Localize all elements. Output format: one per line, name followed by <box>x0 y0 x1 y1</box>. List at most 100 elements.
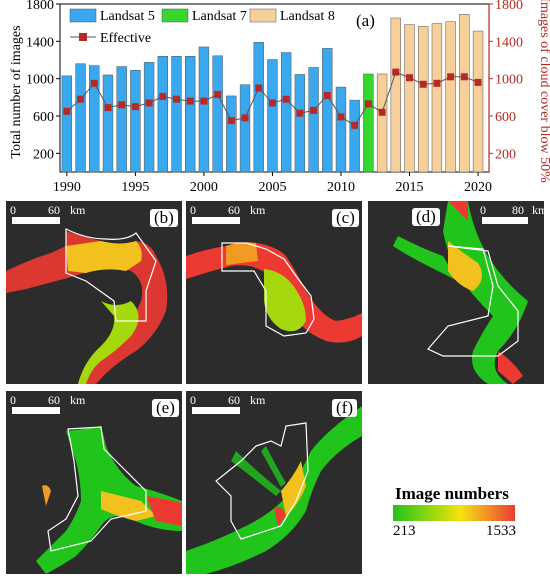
effective-point <box>323 91 331 99</box>
bar-landsat-5 <box>143 62 155 173</box>
y-tick-label-right: 1000 <box>495 73 523 88</box>
effective-point <box>77 95 85 103</box>
effective-point <box>63 107 71 115</box>
scale-zero: 0 <box>10 203 16 217</box>
map-panel-e: 0 60 km (e) <box>6 391 182 574</box>
y-tick-label-left: 600 <box>33 110 54 125</box>
bar-landsat-5 <box>253 42 264 173</box>
scale-unit: km <box>70 393 86 407</box>
effective-point <box>255 84 263 92</box>
map-panel-f: 0 60 km (f) <box>186 391 362 574</box>
scale-max: 80 <box>512 203 524 217</box>
bar-landsat-8 <box>459 14 470 173</box>
legend-label: Landsat 8 <box>280 9 335 24</box>
bar-landsat-8 <box>404 24 415 173</box>
effective-point <box>227 117 235 125</box>
bar-landsat-5 <box>130 70 141 173</box>
effective-point <box>118 101 126 109</box>
scale-max: 60 <box>228 203 240 217</box>
x-tick-label: 2000 <box>190 180 218 195</box>
bar-landsat-5 <box>294 74 306 173</box>
scale-bar-f: 0 60 km <box>190 393 265 414</box>
chart-bars <box>61 14 484 173</box>
panel-label-e: (e) <box>152 399 179 417</box>
landsat-image-chart: 200 600 1000 1400 1800 200 600 1000 1400 1800 1990… <box>9 0 550 195</box>
y-tick-label-left: 1400 <box>26 35 54 50</box>
effective-point <box>200 97 208 105</box>
x-tick-label: 1990 <box>53 180 81 195</box>
effective-point <box>268 99 276 107</box>
effective-point <box>351 121 359 129</box>
scale-unit: km <box>70 203 86 217</box>
scale-bar-d: 0 80 km <box>464 203 544 224</box>
effective-point <box>104 104 112 112</box>
map-b-image <box>6 228 168 384</box>
panel-label-f: (f) <box>332 399 357 417</box>
scale-zero: 0 <box>10 393 16 407</box>
bar-landsat-5 <box>75 63 86 173</box>
y-tick-label-left: 1800 <box>26 0 54 13</box>
effective-point <box>131 103 139 111</box>
y-axis-label-left: Total number of images <box>9 25 24 158</box>
effective-point <box>337 113 345 121</box>
bar-landsat-5 <box>267 59 278 173</box>
y-tick-label-right: 1400 <box>495 35 523 50</box>
y-axis-label-right: Images of cloud cover blow 50% <box>537 0 550 183</box>
bar-landsat-5 <box>322 48 333 173</box>
bar-landsat-5 <box>349 99 360 173</box>
x-tick-label: 2005 <box>258 180 286 195</box>
bar-landsat-8 <box>445 21 456 173</box>
panel-label-b: (b) <box>150 209 178 227</box>
y-tick-label-right: 600 <box>495 110 516 125</box>
y-tick-label-left: 1000 <box>26 73 54 88</box>
legend-label: Effective <box>100 31 151 46</box>
effective-point <box>296 109 304 117</box>
y-tick-label-left: 200 <box>33 147 54 162</box>
effective-line <box>63 68 482 129</box>
scale-bar-b: 0 60 km <box>10 203 85 224</box>
scale-bar-e: 0 60 km <box>10 393 85 414</box>
effective-point <box>378 108 386 116</box>
legend-effective-marker <box>79 33 87 41</box>
effective-point <box>186 97 194 105</box>
bar-landsat-5 <box>198 46 210 173</box>
bar-landsat-5 <box>61 75 73 173</box>
effective-point <box>447 73 455 81</box>
bar-landsat-5 <box>185 56 196 173</box>
legend-color-ramp <box>393 505 515 521</box>
scale-max: 60 <box>48 393 60 407</box>
bar-landsat-5 <box>212 55 223 173</box>
panel-label-a: (a) <box>356 11 375 30</box>
bar-landsat-5 <box>116 66 127 173</box>
legend-label: Landsat 7 <box>192 9 247 24</box>
bar-landsat-8 <box>472 30 484 173</box>
effective-point <box>474 78 482 86</box>
y-tick-label-right: 1800 <box>495 0 523 13</box>
scale-unit: km <box>532 203 544 217</box>
effective-point <box>282 95 290 103</box>
effective-point <box>364 100 372 108</box>
effective-point <box>214 91 222 99</box>
bar-landsat-8 <box>376 73 388 173</box>
chart-legend: Landsat 5 Landsat 7 Landsat 8 Effective <box>69 8 335 46</box>
effective-point <box>460 73 468 81</box>
bar-landsat-8 <box>431 23 443 173</box>
bar-landsat-5 <box>157 56 168 173</box>
legend-swatch <box>69 8 97 23</box>
bar-landsat-5 <box>239 84 251 173</box>
bar-landsat-7 <box>363 73 374 173</box>
scale-bar-c: 0 60 km <box>190 203 265 224</box>
map-panel-c: 0 60 km (c) <box>186 201 362 384</box>
effective-point <box>173 95 181 103</box>
map-c-image <box>186 242 362 343</box>
map-e-image <box>36 426 182 574</box>
map-panel-b: 0 60 km (b) <box>6 201 182 384</box>
effective-point <box>419 80 427 88</box>
bar-landsat-5 <box>280 52 292 173</box>
x-tick-label: 1995 <box>121 180 149 195</box>
scale-zero: 0 <box>190 203 196 217</box>
panel-label-d: (d) <box>412 208 440 226</box>
map-f-image <box>186 406 362 574</box>
panel-label-c: (c) <box>332 209 359 227</box>
legend-swatch <box>161 8 189 23</box>
